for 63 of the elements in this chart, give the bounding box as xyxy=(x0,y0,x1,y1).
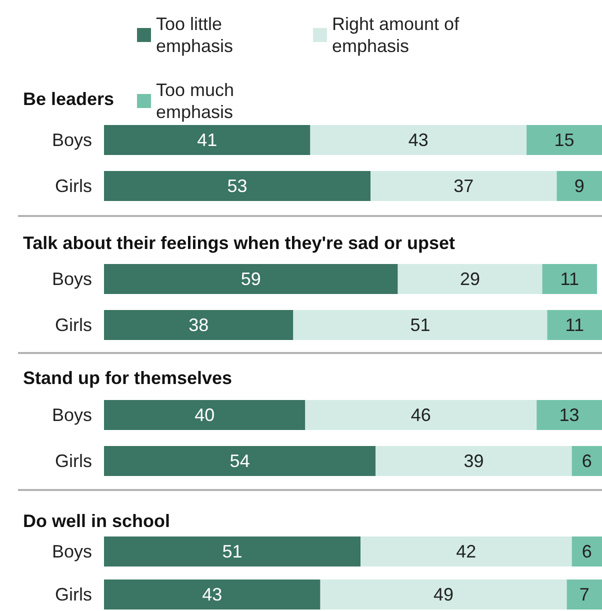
y-tick-label: Girls xyxy=(55,584,92,604)
bar xyxy=(104,171,371,201)
y-tick-label: Boys xyxy=(52,269,92,289)
bar xyxy=(320,580,567,610)
bar xyxy=(370,171,557,201)
bar xyxy=(526,125,602,155)
bar xyxy=(310,125,527,155)
data-label: 59 xyxy=(240,269,261,289)
data-label: 53 xyxy=(227,176,248,196)
data-label: 54 xyxy=(230,451,250,471)
y-tick-label: Boys xyxy=(52,542,92,562)
data-label: 15 xyxy=(554,130,574,150)
bar xyxy=(547,310,602,340)
chart-title: Talk about their feelings when they're sad or upset xyxy=(23,233,456,253)
data-label: 51 xyxy=(222,542,242,562)
data-label: 7 xyxy=(579,584,590,604)
data-label: 11 xyxy=(565,315,584,335)
legend-label: Too much emphasis xyxy=(156,80,240,122)
data-label: 46 xyxy=(410,405,431,425)
data-label: 11 xyxy=(560,269,579,289)
y-tick-label: Boys xyxy=(52,405,92,425)
data-label: 43 xyxy=(202,584,222,604)
bar xyxy=(398,264,542,294)
bar xyxy=(104,446,376,476)
bar xyxy=(360,536,572,566)
data-label: 37 xyxy=(454,176,474,196)
data-label: 9 xyxy=(574,176,584,196)
bar xyxy=(542,264,598,294)
bar xyxy=(104,580,320,610)
data-label: 43 xyxy=(408,130,428,150)
bar xyxy=(293,310,548,340)
bar xyxy=(556,171,602,201)
data-label: 6 xyxy=(582,542,592,562)
data-label: 29 xyxy=(460,269,480,289)
bar xyxy=(104,400,306,430)
bar xyxy=(572,446,602,476)
data-label: 40 xyxy=(194,405,215,425)
data-label: 41 xyxy=(197,130,218,150)
chart-title: Be leaders xyxy=(23,89,114,109)
bar xyxy=(566,580,602,610)
y-tick-label: Girls xyxy=(55,315,92,335)
legend-label: Right amount of emphasis xyxy=(332,14,464,56)
bar xyxy=(104,536,361,566)
data-label: 49 xyxy=(434,584,454,604)
chart-title: Do well in school xyxy=(23,511,170,531)
chart-title: Stand up for themselves xyxy=(23,368,232,388)
data-label: 13 xyxy=(559,405,580,425)
bar xyxy=(536,400,602,430)
y-tick-label: Boys xyxy=(52,130,92,150)
bar xyxy=(104,125,310,155)
legend-label: Too little emphasis xyxy=(156,14,234,56)
bar xyxy=(104,264,398,294)
bar xyxy=(104,310,294,340)
y-tick-label: Girls xyxy=(55,451,92,471)
y-tick-label: Girls xyxy=(55,176,92,196)
bar xyxy=(376,446,572,476)
bar xyxy=(305,400,537,430)
data-label: 51 xyxy=(410,315,430,335)
data-label: 42 xyxy=(456,542,476,562)
data-label: 38 xyxy=(188,315,209,335)
data-label: 39 xyxy=(464,451,484,471)
bar xyxy=(572,536,602,566)
data-label: 6 xyxy=(582,451,592,471)
